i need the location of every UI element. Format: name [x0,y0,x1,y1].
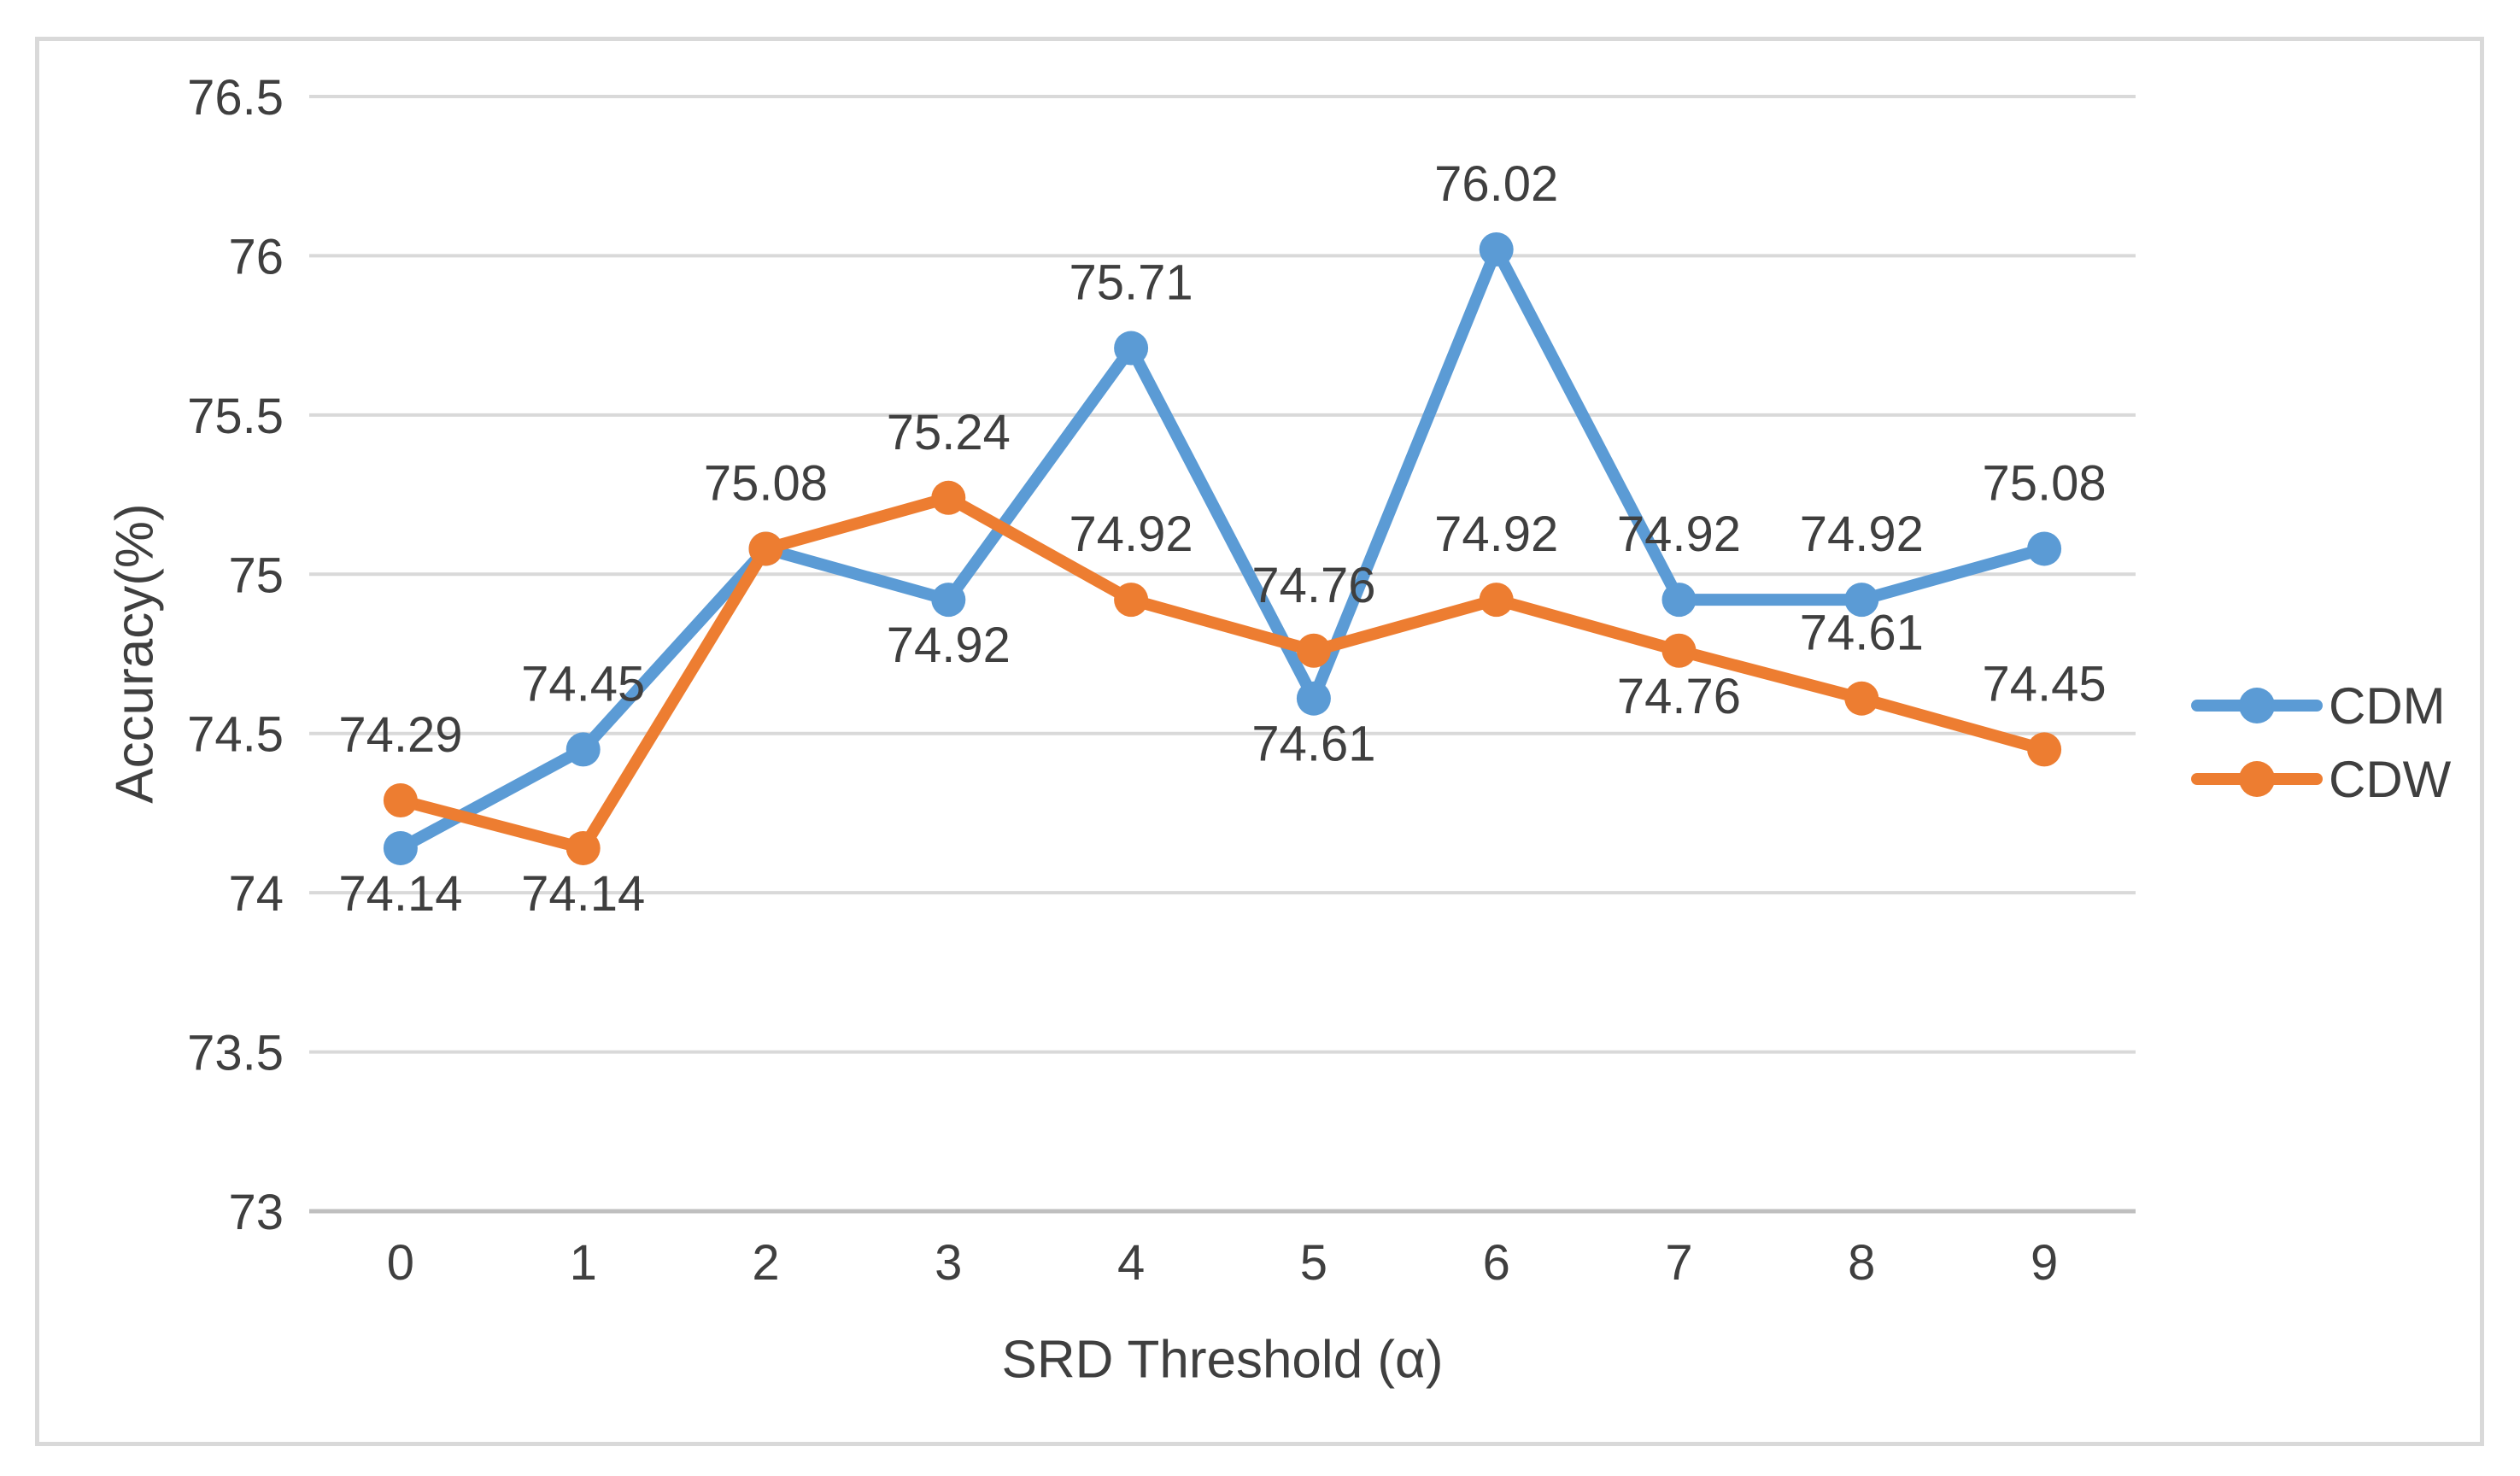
series-marker-cdw [1296,633,1331,668]
legend-label-cdm: CDM [2329,677,2446,735]
series-marker-cdm [1114,331,1149,366]
data-label-cdw: 74.92 [1434,507,1558,562]
y-tick-label: 76 [228,229,284,284]
y-tick-label: 76.5 [187,70,284,126]
x-tick-label: 5 [1300,1235,1327,1291]
data-label-cdw: 75.24 [887,405,1011,460]
y-tick-label: 75.5 [187,389,284,444]
series-marker-cdw [566,830,601,865]
y-tick-label: 73.5 [187,1026,284,1081]
series-marker-cdw [1114,583,1149,618]
data-label-cdw: 74.45 [1983,656,2107,712]
legend-marker-cdm [2239,688,2275,723]
series-marker-cdw [1661,633,1697,668]
x-axis-title: SRD Threshold (α) [1001,1330,1444,1390]
series-marker-cdw [1844,681,1879,716]
data-label-cdw: 74.92 [1070,507,1193,562]
x-tick-label: 9 [2031,1235,2058,1291]
x-tick-label: 0 [387,1235,414,1291]
data-label-cdw: 74.76 [1251,558,1375,613]
data-label-cdw: 74.76 [1617,669,1741,724]
data-label-cdw: 74.14 [521,866,645,922]
y-tick-label: 74.5 [187,707,284,763]
data-label-cdw: 74.61 [1800,606,1924,661]
data-label-cdw: 74.29 [338,707,462,763]
y-tick-label: 73 [228,1185,284,1240]
legend-marker-cdw [2239,761,2275,797]
legend-label-cdw: CDW [2329,751,2452,808]
data-label-cdm: 75.08 [704,455,828,511]
data-label-cdm: 75.71 [1070,255,1193,311]
y-tick-label: 75 [228,548,284,603]
series-marker-cdm [383,830,418,865]
series-marker-cdw [2027,732,2062,767]
data-label-cdm: 75.08 [1983,455,2107,511]
x-tick-label: 7 [1665,1235,1692,1291]
x-tick-label: 8 [1848,1235,1875,1291]
series-marker-cdm [1479,231,1514,266]
series-marker-cdw [931,480,966,515]
x-tick-label: 2 [752,1235,779,1291]
data-label-cdm: 76.02 [1434,156,1558,212]
x-tick-label: 6 [1483,1235,1510,1291]
x-tick-label: 4 [1117,1235,1145,1291]
series-line-cdm [394,243,2051,854]
y-tick-label: 74 [228,866,284,922]
data-label-cdm: 74.92 [887,618,1011,673]
series-marker-cdm [566,732,601,767]
data-label-cdm: 74.92 [1617,507,1741,562]
y-axis-title: Accuracy(%) [105,503,165,804]
series-line-cdw [394,491,2051,854]
series-marker-cdm [1661,583,1697,618]
series-marker-cdw [748,531,783,566]
x-tick-label: 3 [935,1235,962,1291]
series-marker-cdw [1479,583,1514,618]
x-tick-label: 1 [570,1235,597,1291]
series-marker-cdm [2027,531,2062,566]
data-label-cdm: 74.14 [338,866,462,922]
data-label-cdm: 74.61 [1251,717,1375,772]
series-marker-cdm [1844,583,1879,618]
data-label-cdm: 74.45 [521,656,645,712]
data-label-cdm: 74.92 [1800,507,1924,562]
series-marker-cdm [931,583,966,618]
series-marker-cdw [383,783,418,818]
series-marker-cdm [1296,681,1331,716]
